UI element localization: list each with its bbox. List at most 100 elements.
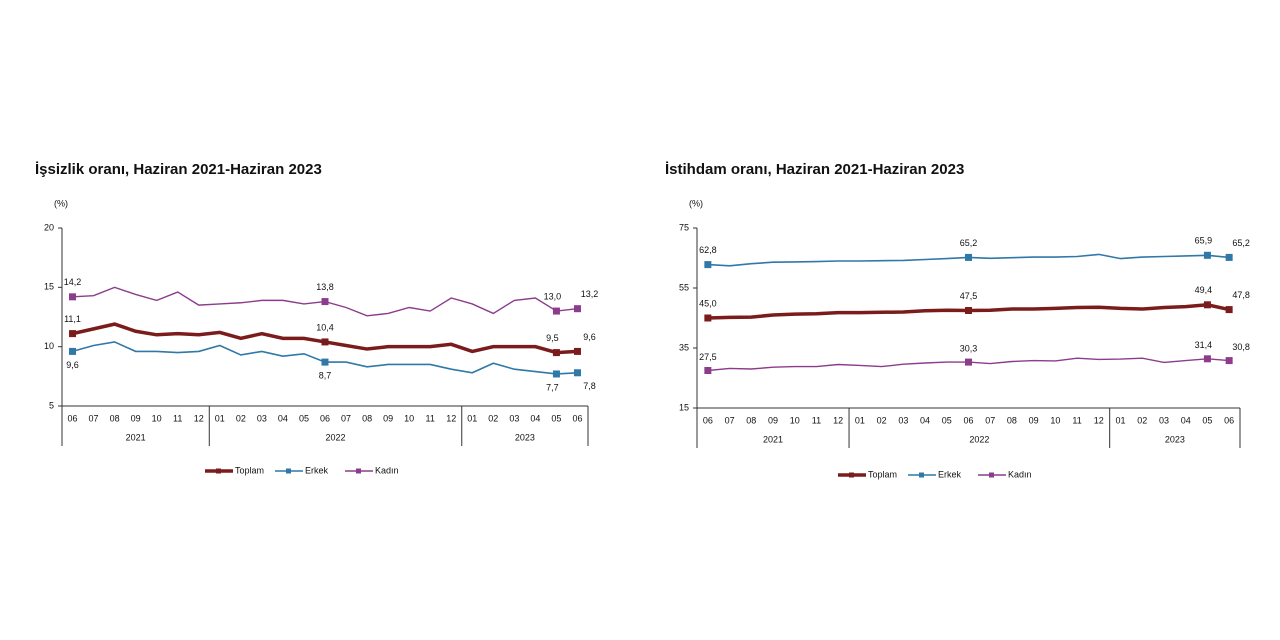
x-tick-label: 06 bbox=[703, 415, 713, 425]
x-tick-label: 03 bbox=[509, 413, 519, 423]
x-tick-label: 03 bbox=[257, 413, 267, 423]
data-label: 10,4 bbox=[316, 322, 334, 332]
x-tick-label: 10 bbox=[152, 413, 162, 423]
y-axis-label: (%) bbox=[689, 198, 703, 208]
x-tick-label: 01 bbox=[467, 413, 477, 423]
x-tick-label: 12 bbox=[1094, 415, 1104, 425]
x-tick-label: 11 bbox=[426, 413, 435, 423]
point-marker bbox=[69, 330, 77, 338]
point-marker bbox=[321, 338, 329, 346]
x-tick-label: 06 bbox=[572, 413, 582, 423]
legend-marker bbox=[849, 472, 854, 478]
x-tick-label: 10 bbox=[790, 415, 800, 425]
data-label: 9,6 bbox=[66, 360, 79, 370]
x-tick-label: 03 bbox=[1159, 415, 1169, 425]
x-tick-label: 08 bbox=[110, 413, 120, 423]
x-tick-label: 07 bbox=[341, 413, 351, 423]
point-marker bbox=[552, 307, 560, 315]
y-tick-label: 15 bbox=[44, 282, 54, 292]
data-label: 13,0 bbox=[544, 291, 562, 301]
point-marker bbox=[1203, 251, 1211, 259]
y-tick-label: 20 bbox=[44, 222, 54, 232]
x-tick-label: 12 bbox=[833, 415, 843, 425]
x-tick-label: 12 bbox=[194, 413, 204, 423]
x-tick-label: 02 bbox=[877, 415, 887, 425]
x-group-label: 2022 bbox=[326, 432, 346, 442]
x-tick-label: 06 bbox=[320, 413, 330, 423]
legend-marker bbox=[989, 472, 994, 478]
x-tick-label: 11 bbox=[1072, 415, 1081, 425]
x-group-label: 2023 bbox=[515, 432, 535, 442]
x-tick-label: 02 bbox=[1137, 415, 1147, 425]
data-label: 14,2 bbox=[64, 277, 82, 287]
point-marker bbox=[965, 307, 972, 314]
x-tick-label: 04 bbox=[920, 415, 930, 425]
data-label: 7,7 bbox=[546, 382, 559, 392]
data-label: 7,8 bbox=[583, 381, 596, 391]
point-marker bbox=[965, 358, 972, 366]
point-marker bbox=[1225, 253, 1233, 261]
x-tick-label: 02 bbox=[236, 413, 246, 423]
point-marker bbox=[573, 347, 581, 355]
chart-title: İstihdam oranı, Haziran 2021-Haziran 202… bbox=[665, 161, 964, 178]
legend-label: Kadın bbox=[375, 465, 399, 475]
point-marker bbox=[321, 298, 329, 306]
y-tick-label: 75 bbox=[679, 222, 689, 232]
x-tick-label: 11 bbox=[812, 415, 821, 425]
legend-label: Erkek bbox=[305, 465, 329, 475]
x-tick-label: 08 bbox=[746, 415, 756, 425]
point-marker bbox=[552, 349, 560, 357]
x-tick-label: 06 bbox=[963, 415, 973, 425]
x-tick-label: 05 bbox=[299, 413, 309, 423]
y-tick-label: 55 bbox=[679, 282, 689, 292]
x-tick-label: 09 bbox=[383, 413, 393, 423]
x-tick-label: 10 bbox=[1050, 415, 1060, 425]
x-tick-label: 09 bbox=[1029, 415, 1039, 425]
data-label: 27,5 bbox=[699, 352, 717, 362]
legend-marker bbox=[356, 468, 361, 474]
x-tick-label: 05 bbox=[551, 413, 561, 423]
point-marker bbox=[573, 305, 581, 313]
y-tick-label: 10 bbox=[44, 341, 54, 351]
legend-marker bbox=[286, 468, 291, 474]
point-marker bbox=[552, 370, 560, 378]
x-tick-label: 04 bbox=[278, 413, 288, 423]
data-label: 13,2 bbox=[581, 289, 599, 299]
x-tick-label: 07 bbox=[89, 413, 99, 423]
x-tick-label: 11 bbox=[173, 413, 182, 423]
point-marker bbox=[69, 347, 77, 355]
data-label: 31,4 bbox=[1195, 340, 1213, 350]
x-tick-label: 05 bbox=[942, 415, 952, 425]
data-label: 49,4 bbox=[1195, 285, 1213, 295]
x-tick-label: 08 bbox=[362, 413, 372, 423]
point-marker bbox=[1203, 301, 1211, 309]
data-label: 62,8 bbox=[699, 245, 717, 255]
x-group-label: 2021 bbox=[763, 434, 783, 444]
point-marker bbox=[704, 261, 712, 269]
point-marker bbox=[965, 253, 972, 261]
x-tick-label: 10 bbox=[404, 413, 414, 423]
legend-marker bbox=[919, 472, 924, 478]
x-tick-label: 09 bbox=[131, 413, 141, 423]
data-label: 13,8 bbox=[316, 282, 334, 292]
x-tick-label: 04 bbox=[530, 413, 540, 423]
data-label: 11,1 bbox=[64, 314, 81, 324]
x-tick-label: 01 bbox=[855, 415, 865, 425]
x-group-label: 2023 bbox=[1165, 434, 1185, 444]
x-group-label: 2022 bbox=[969, 434, 989, 444]
x-tick-label: 04 bbox=[1181, 415, 1191, 425]
x-tick-label: 02 bbox=[488, 413, 498, 423]
x-tick-label: 07 bbox=[725, 415, 735, 425]
legend-label: Toplam bbox=[235, 465, 264, 475]
y-tick-label: 5 bbox=[49, 400, 54, 410]
x-tick-label: 06 bbox=[1224, 415, 1234, 425]
point-marker bbox=[704, 367, 712, 374]
data-label: 9,6 bbox=[583, 332, 596, 342]
y-tick-label: 15 bbox=[679, 402, 689, 412]
legend-marker bbox=[216, 468, 221, 474]
data-label: 65,2 bbox=[960, 238, 978, 248]
data-label: 47,8 bbox=[1232, 290, 1250, 300]
x-tick-label: 09 bbox=[768, 415, 778, 425]
y-tick-label: 35 bbox=[679, 342, 689, 352]
point-marker bbox=[1225, 357, 1233, 365]
